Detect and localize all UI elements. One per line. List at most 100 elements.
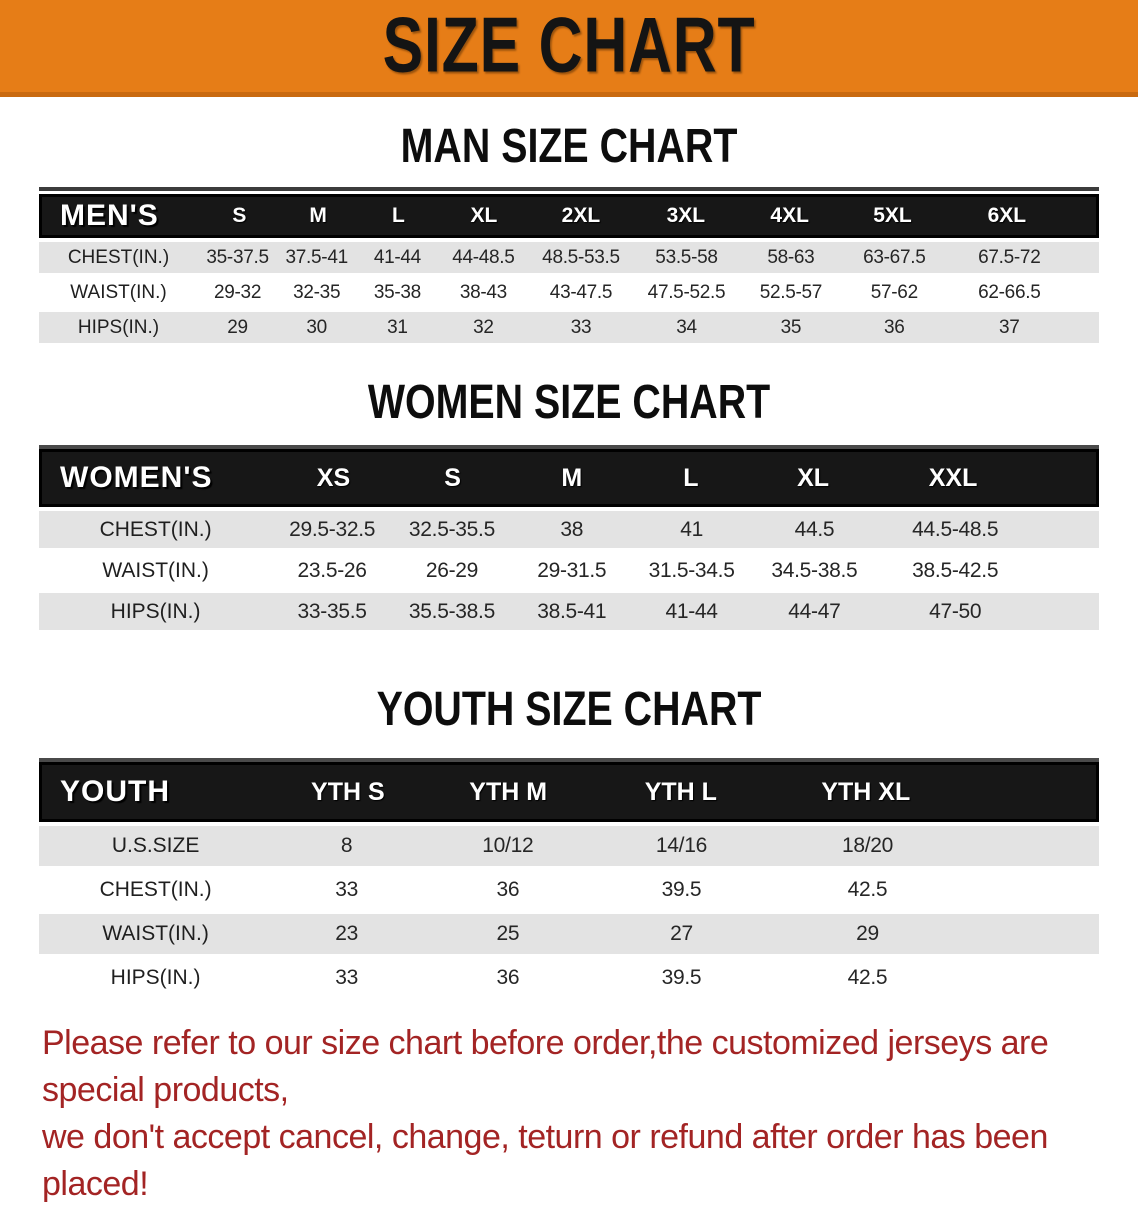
column-header: YTH XL — [821, 777, 911, 806]
header-row-men: MEN'S S M L XL 2XL 3XL 4XL 5XL 6XL — [39, 194, 1099, 238]
data-row: WAIST(IN.) 29-32 32-35 35-38 38-43 43-47.5 47.… — [39, 277, 1099, 308]
cell-value: 62-66.5 — [978, 281, 1041, 303]
size-table-men: MEN'S S M L XL 2XL 3XL 4XL 5XL 6XL CHEST(IN.) 35-37… — [39, 187, 1099, 343]
row-label: HIPS(IN.) — [77, 316, 160, 338]
cell-value: 52.5-57 — [759, 281, 823, 303]
section-heading-women: WOMEN SIZE CHART — [367, 376, 771, 429]
cell-value: 39.5 — [661, 966, 702, 989]
row-label: U.S.SIZE — [111, 834, 200, 857]
cell-value: 63-67.5 — [863, 246, 926, 268]
cell-value: 53.5-58 — [655, 246, 718, 268]
cell-value: 18/20 — [841, 834, 894, 857]
cell-value: 29 — [227, 316, 248, 338]
data-row: WAIST(IN.) 23 25 27 29 — [39, 914, 1099, 954]
cell-value: 47-50 — [929, 599, 982, 623]
data-row: WAIST(IN.) 23.5-26 26-29 29-31.5 31.5-34.5 34… — [39, 552, 1099, 589]
data-row: HIPS(IN.) 33 36 39.5 42.5 — [39, 958, 1099, 998]
row-label: WAIST(IN.) — [102, 558, 209, 582]
cell-value: 10/12 — [482, 834, 534, 857]
cell-value: 29-32 — [214, 281, 262, 303]
cell-value: 37.5-41 — [285, 246, 349, 268]
cell-value: 38 — [560, 517, 584, 541]
cell-value: 36 — [496, 966, 520, 989]
cell-value: 38.5-42.5 — [912, 558, 999, 582]
cell-value: 33 — [335, 878, 358, 901]
row-label: CHEST(IN.) — [99, 517, 212, 541]
size-table-women: WOMEN'S XS S M L XL XXL CHEST(IN.) 29.5-32.5 32.5… — [39, 445, 1099, 630]
cell-value: 27 — [670, 922, 693, 945]
row-label: HIPS(IN.) — [110, 599, 201, 623]
cell-value: 32 — [473, 316, 494, 338]
column-header: YTH S — [311, 777, 385, 806]
cell-value: 8 — [340, 834, 353, 857]
cell-value: 14/16 — [655, 834, 707, 857]
row-label: CHEST(IN.) — [67, 246, 170, 268]
section-heading-youth: YOUTH SIZE CHART — [376, 683, 762, 736]
cell-value: 25 — [496, 922, 520, 945]
column-header: S — [444, 463, 461, 492]
cell-value: 32.5-35.5 — [408, 517, 495, 541]
column-header: YTH M — [469, 777, 548, 806]
data-row: CHEST(IN.) 29.5-32.5 32.5-35.5 38 41 44.5 44.5… — [39, 511, 1099, 548]
cell-value: 58-63 — [767, 246, 815, 268]
cell-value: 39.5 — [661, 878, 702, 901]
column-header: 5XL — [873, 204, 912, 227]
column-header: XL — [797, 463, 830, 492]
cell-value: 38-43 — [459, 281, 507, 303]
footer-line-2: we don't accept cancel, change, teturn o… — [42, 1118, 1048, 1203]
cell-value: 35.5-38.5 — [408, 599, 495, 623]
cell-value: 31 — [387, 316, 408, 338]
cell-value: 47.5-52.5 — [647, 281, 726, 303]
column-header: 2XL — [561, 204, 601, 227]
cell-value: 34.5-38.5 — [771, 558, 858, 582]
cell-value: 35-38 — [373, 281, 421, 303]
footer-note: Please refer to our size chart before or… — [0, 1020, 1138, 1208]
column-header: XXL — [928, 463, 978, 492]
size-chart-banner: SIZE CHART — [0, 0, 1138, 97]
cell-value: 26-29 — [425, 558, 479, 582]
column-header: 6XL — [987, 204, 1027, 227]
size-chart-sections: MAN SIZE CHART MEN'S S M L XL 2XL 3XL 4XL 5XL 6XL C… — [0, 123, 1138, 998]
data-row: CHEST(IN.) 33 36 39.5 42.5 — [39, 870, 1099, 910]
cell-value: 34 — [676, 316, 697, 338]
row-label: HIPS(IN.) — [110, 966, 201, 989]
cell-value: 41-44 — [373, 246, 421, 268]
column-header: L — [683, 463, 699, 492]
cell-value: 35 — [780, 316, 802, 338]
table-top-rule — [39, 445, 1099, 449]
cell-value: 23.5-26 — [297, 558, 367, 582]
size-table-youth: YOUTH YTH S YTH M YTH L YTH XL U.S.SIZE 8 10/12… — [39, 758, 1099, 998]
cell-value: 30 — [306, 316, 327, 338]
data-row: U.S.SIZE 8 10/12 14/16 18/20 — [39, 826, 1099, 866]
cell-value: 33 — [335, 966, 358, 989]
footer-line-1: Please refer to our size chart before or… — [42, 1024, 1049, 1109]
cell-value: 32-35 — [293, 281, 341, 303]
table-header-label: MEN'S — [60, 199, 159, 232]
cell-value: 36 — [884, 316, 905, 338]
cell-value: 44.5 — [794, 517, 835, 541]
column-header: YTH L — [644, 777, 717, 806]
column-header: S — [232, 204, 247, 227]
column-header: M — [309, 204, 327, 227]
header-row-women: WOMEN'S XS S M L XL XXL — [39, 449, 1099, 507]
cell-value: 37 — [999, 316, 1020, 338]
table-header-label: WOMEN'S — [60, 461, 213, 494]
cell-value: 57-62 — [870, 281, 918, 303]
data-row: CHEST(IN.) 35-37.5 37.5-41 41-44 44-48.5 48.5… — [39, 242, 1099, 273]
row-label: WAIST(IN.) — [70, 281, 167, 303]
column-header: 4XL — [770, 204, 809, 227]
data-row: HIPS(IN.) 33-35.5 35.5-38.5 38.5-41 41-44 44-… — [39, 593, 1099, 630]
cell-value: 44-48.5 — [452, 246, 515, 268]
cell-value: 35-37.5 — [206, 246, 269, 268]
cell-value: 38.5-41 — [537, 599, 607, 623]
cell-value: 33-35.5 — [297, 599, 367, 623]
table-top-rule — [39, 187, 1099, 191]
cell-value: 41-44 — [665, 599, 718, 623]
cell-value: 23 — [335, 922, 358, 945]
cell-value: 29-31.5 — [537, 558, 607, 582]
cell-value: 44-47 — [788, 599, 841, 623]
table-header-label: YOUTH — [60, 775, 170, 808]
row-label: CHEST(IN.) — [99, 878, 212, 901]
banner-title: SIZE CHART — [382, 2, 756, 89]
header-row-youth: YOUTH YTH S YTH M YTH L YTH XL — [39, 762, 1099, 822]
